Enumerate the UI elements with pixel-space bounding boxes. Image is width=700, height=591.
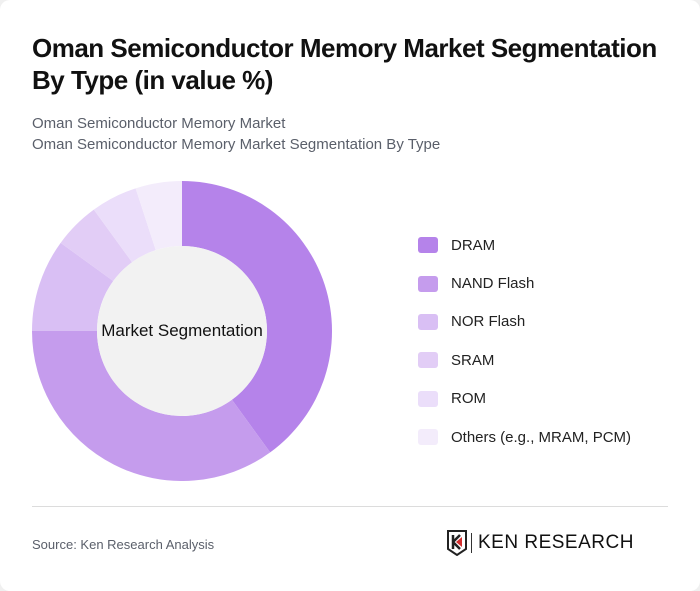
donut-slice-nor: [32, 242, 114, 331]
legend-item-nor-flash: NOR Flash: [418, 303, 631, 341]
legend-swatch: [418, 313, 438, 330]
legend-item-nand-flash: NAND Flash: [418, 264, 631, 302]
subtitle-line-1: Oman Semiconductor Memory Market: [32, 115, 286, 132]
chart-legend: DRAM NAND Flash NOR Flash SRAM ROM Other…: [418, 226, 631, 456]
legend-label: Others (e.g., MRAM, PCM): [451, 428, 632, 446]
legend-item-others: Others (e.g., MRAM, PCM): [418, 418, 631, 456]
donut-chart: [32, 181, 332, 481]
legend-item-rom: ROM: [418, 380, 631, 418]
legend-swatch: [418, 275, 438, 292]
chart-subtitle: Oman Semiconductor Memory Market Oman Se…: [32, 113, 440, 155]
legend-label: NOR Flash: [451, 313, 526, 331]
legend-item-sram: SRAM: [418, 341, 631, 379]
legend-item-dram: DRAM: [418, 226, 631, 264]
ken-research-logo-icon: [447, 530, 467, 556]
subtitle-line-2: Oman Semiconductor Memory Market Segment…: [32, 136, 441, 153]
donut-slice-nand: [32, 331, 271, 481]
legend-swatch: [418, 352, 438, 369]
donut-slice-sram: [60, 209, 133, 282]
logo-separator: [471, 533, 472, 553]
footer-divider: [32, 506, 668, 507]
logo-text: KEN RESEARCH: [478, 532, 634, 553]
donut-slice-dram: [182, 181, 332, 453]
legend-swatch: [418, 390, 438, 407]
legend-label: ROM: [451, 390, 486, 408]
chart-title: Oman Semiconductor Memory Market Segment…: [32, 33, 657, 95]
legend-swatch: [418, 237, 438, 254]
donut-center: [97, 246, 267, 416]
donut-slice-rom: [93, 188, 156, 263]
legend-swatch: [418, 429, 438, 446]
donut-slice-others: [135, 181, 182, 251]
legend-label: DRAM: [451, 236, 496, 254]
legend-label: SRAM: [451, 351, 495, 369]
source-note: Source: Ken Research Analysis: [32, 537, 215, 552]
ken-research-logo: KEN RESEARCH: [447, 530, 634, 556]
legend-label: NAND Flash: [451, 275, 535, 293]
